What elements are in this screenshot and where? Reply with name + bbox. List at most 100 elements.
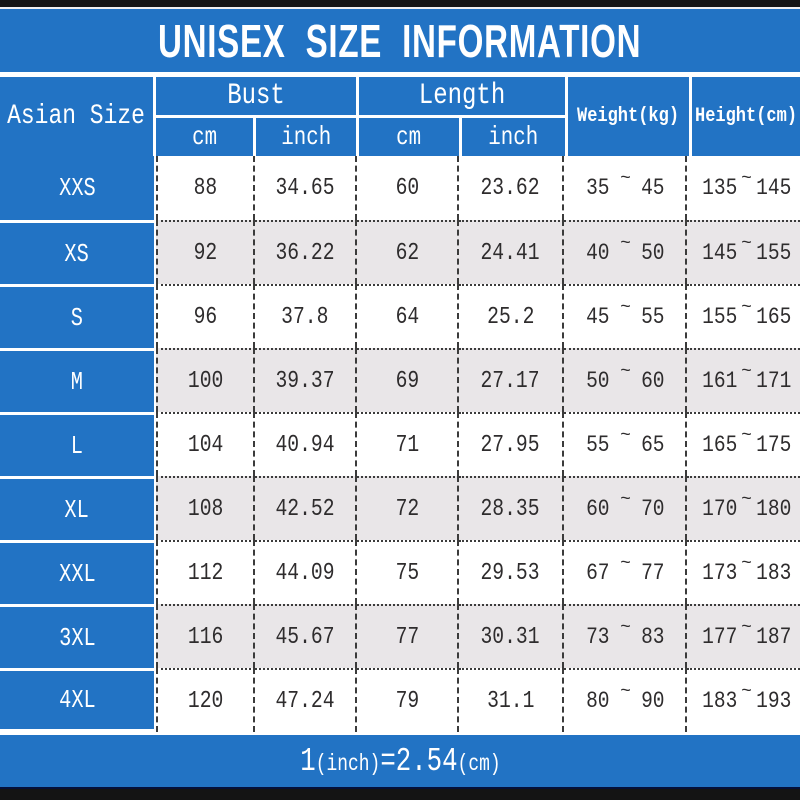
tilde-separator: ~ — [620, 554, 631, 574]
weight-range: 45 ~55 — [564, 284, 687, 348]
size-label: XS — [0, 220, 156, 284]
tilde-separator: ~ — [741, 618, 752, 638]
size-label: XXS — [0, 156, 156, 220]
bust-inch-value: 37.8 — [255, 284, 357, 348]
table-body: XXS 88 34.65 60 23.62 35 ~45 135 ~145 XS 92 36.22 62… — [0, 156, 800, 732]
weight-range: 55 ~65 — [564, 412, 687, 476]
bust-inch-value: 36.22 — [255, 220, 357, 284]
size-label: 3XL — [0, 604, 156, 668]
weight-range: 67 ~77 — [564, 540, 687, 604]
length-inch-value: 25.2 — [459, 284, 564, 348]
weight-range: 40 ~50 — [564, 220, 687, 284]
table-row-l: L 104 40.94 71 27.95 55 ~65 165 ~175 — [0, 412, 800, 476]
height-range: 145 ~155 — [687, 220, 800, 284]
bust-inch-value: 42.52 — [255, 476, 357, 540]
length-cm-value: 75 — [357, 540, 459, 604]
height-range: 173 ~183 — [687, 540, 800, 604]
length-inch-value: 29.53 — [459, 540, 564, 604]
size-label: M — [0, 348, 156, 412]
height-range: 155 ~165 — [687, 284, 800, 348]
table-header: Asian Size Bust Length cm inch cm inch W… — [0, 77, 800, 156]
tilde-separator: ~ — [620, 169, 631, 189]
bust-cm-value: 88 — [156, 156, 255, 220]
tilde-separator: ~ — [741, 298, 752, 318]
table-row-s: S 96 37.8 64 25.2 45 ~55 155 ~165 — [0, 284, 800, 348]
length-cm-value: 64 — [357, 284, 459, 348]
header-length-group: Length — [359, 77, 565, 115]
bust-cm-value: 116 — [156, 604, 255, 668]
bust-inch-value: 39.37 — [255, 348, 357, 412]
size-label: XL — [0, 476, 156, 540]
bust-cm-value: 104 — [156, 412, 255, 476]
bottom-border-bar — [0, 787, 800, 800]
bust-cm-value: 92 — [156, 220, 255, 284]
table-row-xl: XL 108 42.52 72 28.35 60 ~70 170 ~180 — [0, 476, 800, 540]
weight-range: 80 ~90 — [564, 668, 687, 732]
tilde-separator: ~ — [741, 362, 752, 382]
tilde-separator: ~ — [741, 426, 752, 446]
footer-part: 1 — [299, 742, 316, 780]
bust-inch-value: 45.67 — [255, 604, 357, 668]
length-cm-value: 60 — [357, 156, 459, 220]
bust-cm-value: 120 — [156, 668, 255, 732]
length-cm-value: 77 — [357, 604, 459, 668]
length-inch-value: 24.41 — [459, 220, 564, 284]
length-cm-value: 69 — [357, 348, 459, 412]
length-inch-value: 23.62 — [459, 156, 564, 220]
table-row-xxl: XXL 112 44.09 75 29.53 67 ~77 173 ~183 — [0, 540, 800, 604]
bust-cm-value: 112 — [156, 540, 255, 604]
bust-cm-value: 108 — [156, 476, 255, 540]
table-row-m: M 100 39.37 69 27.17 50 ~60 161 ~171 — [0, 348, 800, 412]
footer-part: (inch) — [315, 750, 380, 777]
weight-range: 73 ~83 — [564, 604, 687, 668]
length-inch-value: 27.95 — [459, 412, 564, 476]
top-border-bar — [0, 0, 800, 9]
tilde-separator: ~ — [620, 298, 631, 318]
conversion-note: 1 (inch) = 2.54 (cm) — [0, 732, 800, 787]
size-label: L — [0, 412, 156, 476]
bust-cm-value: 100 — [156, 348, 255, 412]
length-cm-value: 72 — [357, 476, 459, 540]
height-range: 165 ~175 — [687, 412, 800, 476]
tilde-separator: ~ — [620, 618, 631, 638]
header-asian-size: Asian Size — [0, 77, 153, 156]
length-cm-value: 79 — [357, 668, 459, 732]
length-cm-value: 62 — [357, 220, 459, 284]
height-range: 177 ~187 — [687, 604, 800, 668]
header-weight: Weight(kg) — [568, 77, 689, 156]
bust-inch-value: 34.65 — [255, 156, 357, 220]
table-row-xs: XS 92 36.22 62 24.41 40 ~50 145 ~155 — [0, 220, 800, 284]
size-label: 4XL — [0, 668, 156, 732]
footer-part: = — [379, 742, 396, 780]
table-row-3xl: 3XL 116 45.67 77 30.31 73 ~83 177 ~187 — [0, 604, 800, 668]
header-bust-inch: inch — [256, 118, 356, 156]
length-inch-value: 27.17 — [459, 348, 564, 412]
header-bust-group: Bust — [156, 77, 356, 115]
size-label: S — [0, 284, 156, 348]
tilde-separator: ~ — [741, 682, 752, 702]
header-height: Height(cm) — [692, 77, 800, 156]
tilde-separator: ~ — [620, 682, 631, 702]
bust-cm-value: 96 — [156, 284, 255, 348]
footer-part: (cm) — [457, 750, 501, 777]
tilde-separator: ~ — [741, 169, 752, 189]
header-length-inch: inch — [462, 118, 565, 156]
weight-range: 35 ~45 — [564, 156, 687, 220]
tilde-separator: ~ — [620, 490, 631, 510]
tilde-separator: ~ — [620, 234, 631, 254]
height-range: 183 ~193 — [687, 668, 800, 732]
length-inch-value: 31.1 — [459, 668, 564, 732]
tilde-separator: ~ — [741, 490, 752, 510]
height-range: 135 ~145 — [702, 169, 791, 201]
tilde-separator: ~ — [741, 554, 752, 574]
table-row-4xl: 4XL 120 47.24 79 31.1 80 ~90 183 ~193 — [0, 668, 800, 732]
weight-range: 60 ~70 — [564, 476, 687, 540]
bust-inch-value: 44.09 — [255, 540, 357, 604]
height-range: 161 ~171 — [687, 348, 800, 412]
weight-range: 50 ~60 — [564, 348, 687, 412]
length-inch-value: 28.35 — [459, 476, 564, 540]
tilde-separator: ~ — [620, 426, 631, 446]
bust-inch-value: 47.24 — [255, 668, 357, 732]
table-row-xxs: XXS 88 34.65 60 23.62 35 ~45 135 ~145 — [0, 156, 800, 220]
